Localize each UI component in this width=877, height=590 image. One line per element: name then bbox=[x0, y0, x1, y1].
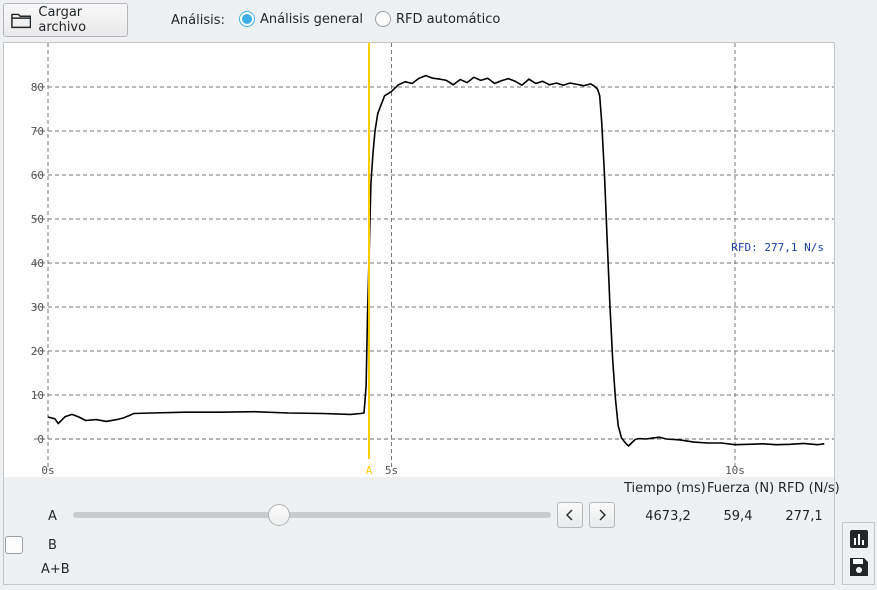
y-tick-label: 70 bbox=[31, 125, 44, 138]
row-ab-label: A+B bbox=[41, 562, 70, 577]
value-tiempo-a: 4673,2 bbox=[645, 509, 691, 524]
x-tick-label: 5s bbox=[385, 464, 398, 477]
row-b-label: B bbox=[48, 538, 57, 553]
save-tool-button[interactable] bbox=[849, 557, 869, 577]
load-file-button[interactable]: Cargar archivo bbox=[3, 3, 128, 37]
marker-a-slider-handle[interactable] bbox=[267, 504, 290, 526]
force-chart[interactable]: 80 70 60 50 40 30 20 10 0 0s 5s 10s A RFD: 277,1 N/s bbox=[4, 43, 834, 477]
chart-svg[interactable]: 80 70 60 50 40 30 20 10 0 0s 5s 10s A RFD: 277,1 N/s bbox=[4, 43, 834, 477]
marker-a-label: A bbox=[366, 464, 373, 477]
rfd-annotation: RFD: 277,1 N/s bbox=[731, 241, 824, 254]
side-toolbar bbox=[842, 522, 875, 585]
chart-tool-button[interactable] bbox=[849, 529, 869, 549]
marker-b-checkbox[interactable] bbox=[5, 536, 23, 554]
marker-a-slider-track[interactable] bbox=[73, 512, 551, 518]
x-tick-label: 10s bbox=[725, 464, 745, 477]
radio-general-label: Análisis general bbox=[260, 11, 364, 27]
radio-general-analysis[interactable]: Análisis general bbox=[239, 11, 363, 27]
y-tick-label: 50 bbox=[31, 213, 44, 226]
chevron-left-icon bbox=[566, 509, 573, 521]
y-tick-label: 20 bbox=[31, 345, 44, 358]
header-tiempo: Tiempo (ms) bbox=[624, 481, 706, 496]
value-fuerza-a: 59,4 bbox=[723, 509, 753, 524]
y-tick-label: 10 bbox=[31, 389, 44, 402]
toolbar: Cargar archivo Análisis: Análisis genera… bbox=[0, 0, 877, 42]
x-tick-label: 0s bbox=[41, 464, 54, 477]
row-a-label: A bbox=[48, 509, 57, 524]
save-icon bbox=[850, 558, 868, 576]
value-rfd-a: 277,1 bbox=[785, 509, 823, 524]
series-line-0 bbox=[47, 74, 825, 447]
next-button[interactable] bbox=[589, 502, 615, 528]
folder-icon bbox=[11, 13, 32, 29]
header-fuerza: Fuerza (N) bbox=[707, 481, 775, 496]
prev-button[interactable] bbox=[557, 502, 583, 528]
analysis-label: Análisis: bbox=[171, 13, 225, 28]
y-tick-label: 30 bbox=[31, 301, 44, 314]
header-rfd: RFD (N/s) bbox=[778, 481, 840, 496]
y-tick-label: 40 bbox=[31, 257, 44, 270]
radio-general-indicator bbox=[239, 11, 255, 27]
y-tick-label: 80 bbox=[31, 81, 44, 94]
chevron-right-icon bbox=[599, 509, 606, 521]
bar-chart-icon bbox=[850, 530, 868, 548]
y-tick-label: 0 bbox=[37, 433, 44, 446]
radio-rfd-auto[interactable]: RFD automático bbox=[375, 11, 500, 27]
radio-rfd-indicator bbox=[375, 11, 391, 27]
y-tick-label: 60 bbox=[31, 169, 44, 182]
radio-rfd-label: RFD automático bbox=[396, 11, 501, 27]
load-file-label: Cargar archivo bbox=[38, 5, 87, 35]
